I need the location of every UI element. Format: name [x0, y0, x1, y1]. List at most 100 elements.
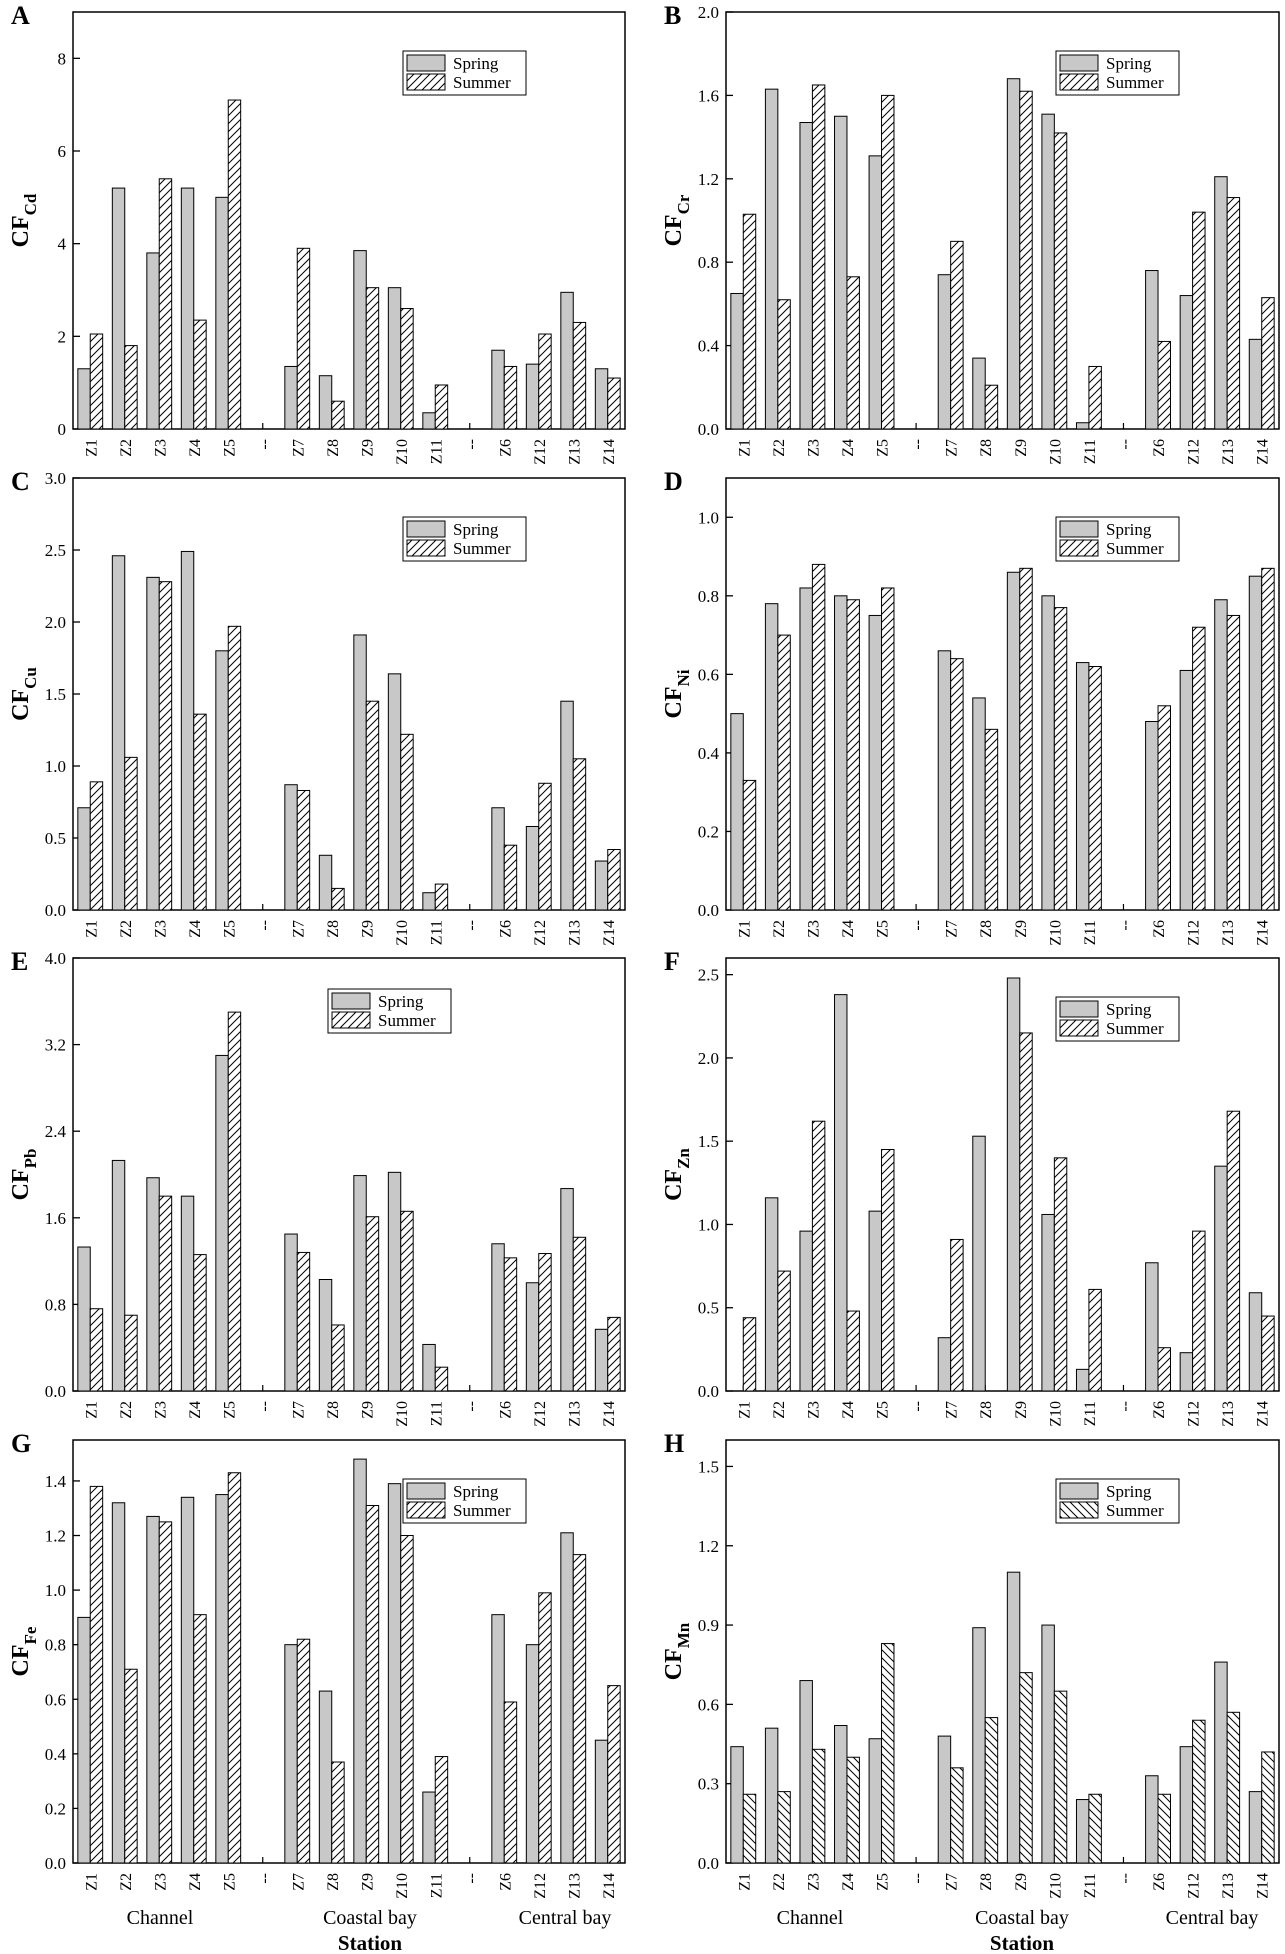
x-tick-label: Z12	[1186, 1873, 1203, 1899]
x-tick-label: Z12	[532, 1873, 549, 1899]
x-tick-label: Z14	[1255, 1401, 1272, 1427]
x-tick-label: Z11	[1082, 920, 1099, 945]
bar-spring	[1041, 113, 1055, 430]
bar-summer	[950, 240, 964, 430]
bar-spring	[764, 1727, 779, 1864]
x-tick-label: Z10	[394, 1401, 411, 1427]
x-tick-label: Z10	[394, 1873, 411, 1899]
legend-label: Summer	[1106, 73, 1164, 92]
bar-summer	[881, 94, 895, 430]
bar-summer	[984, 1717, 999, 1864]
x-tick-label: Z8	[978, 920, 995, 938]
y-axis-label: CFCd	[8, 193, 40, 247]
bar-summer	[811, 1748, 826, 1864]
x-tick-label: Z13	[566, 1401, 583, 1427]
x-tick-label: Z8	[325, 1873, 342, 1891]
x-tick-label: Z14	[1255, 1873, 1272, 1899]
y-tick-label: 0.3	[698, 1775, 719, 1794]
y-tick-label: 1.5	[45, 685, 66, 704]
bar-summer	[846, 276, 860, 430]
x-tick-label: Z5	[221, 1873, 238, 1891]
x-tick-label: Z4	[840, 1401, 857, 1419]
bar-spring	[594, 1739, 609, 1864]
x-tick-label: Z11	[428, 1401, 445, 1426]
bar-spring	[1075, 662, 1090, 911]
x-tick-label: Z6	[497, 1873, 514, 1891]
bar-spring	[1006, 1571, 1021, 1864]
bar-summer	[811, 84, 826, 430]
x-tick-label: Z12	[532, 1401, 549, 1427]
bar-summer	[811, 1120, 826, 1392]
y-axis-label-main: CF	[8, 1168, 34, 1200]
legend-label: Spring	[453, 54, 499, 73]
x-tick-label: Z9	[359, 439, 376, 457]
y-axis-label-subscript: Cu	[21, 667, 40, 689]
legend-swatch	[406, 54, 446, 72]
bar-spring	[1041, 1624, 1055, 1864]
y-axis-label-subscript: Cd	[21, 193, 40, 215]
bar-spring	[146, 1515, 160, 1864]
x-tick-label: Z5	[875, 1401, 892, 1419]
x-tick-label: Z11	[1082, 1401, 1099, 1426]
x-tick-label: Z9	[1013, 439, 1030, 457]
bar-summer	[89, 1308, 104, 1392]
bar-spring	[1006, 977, 1021, 1392]
bar-summer	[846, 1310, 860, 1392]
x-tick-label: Z4	[840, 439, 857, 457]
bar-spring	[1214, 1661, 1228, 1864]
bar-spring	[111, 555, 126, 911]
bar-summer	[1053, 1690, 1068, 1864]
x-tick-label: Z3	[805, 920, 822, 938]
y-tick-label: 0.0	[698, 1854, 719, 1873]
x-tick-label: Z4	[187, 439, 204, 457]
panel-d: D 0.0 0.2 0.4 0.6 0.8 1.0 CFNi Z1 Z2 Z3 Z4 Z5 -- Z7 Z8 Z…	[661, 467, 1280, 946]
x-tick-label: Z5	[875, 439, 892, 457]
bar-spring	[111, 187, 126, 430]
bar-summer	[572, 1554, 587, 1864]
bar-summer	[227, 1011, 242, 1392]
x-tick-label: Z1	[83, 1401, 100, 1419]
x-tick-label: Z6	[497, 439, 514, 457]
bar-spring	[387, 1483, 402, 1864]
bar-summer	[1226, 197, 1241, 430]
bar-spring	[560, 1188, 574, 1392]
bar-spring	[318, 854, 333, 911]
bar-spring	[730, 292, 744, 430]
x-tick-label: --	[463, 920, 480, 931]
bar-summer	[331, 887, 345, 911]
bar-summer	[881, 1149, 895, 1392]
bar-summer	[158, 581, 173, 911]
bar-summer	[124, 756, 138, 911]
y-tick-label: 0.8	[45, 1295, 66, 1314]
bar-spring	[422, 1343, 436, 1392]
bar-summer	[434, 1366, 449, 1392]
bar-summer	[1053, 132, 1068, 430]
bar-spring	[1075, 1799, 1090, 1864]
x-tick-label: Z10	[1047, 1873, 1064, 1899]
bar-spring	[387, 1171, 402, 1392]
x-axis-title-right: Station	[990, 1931, 1055, 1954]
x-tick-label: Z2	[771, 439, 788, 457]
legend-label: Spring	[1106, 1000, 1152, 1019]
bar-summer	[742, 1793, 757, 1864]
panel-h: H 0.0 0.3 0.6 0.9 1.2 1.5 CFMn Z1 Z2 Z3 Z4 Z5 -- Z7 Z8 Z…	[661, 1429, 1280, 1899]
x-tick-label: Z1	[736, 1873, 753, 1891]
legend-swatch	[331, 1011, 371, 1029]
bar-summer	[158, 1195, 173, 1392]
x-tick-label: Z1	[83, 1873, 100, 1891]
x-tick-label: Z5	[875, 1873, 892, 1891]
legend-label: Spring	[1106, 54, 1152, 73]
y-axis-label-main: CF	[661, 1169, 687, 1201]
bar-summer	[538, 782, 552, 911]
x-tick-label: --	[1116, 920, 1133, 931]
y-tick-label: 0.0	[45, 1854, 66, 1873]
bar-summer	[1192, 1719, 1206, 1864]
bar-summer	[1019, 567, 1033, 911]
bar-summer	[1192, 626, 1206, 911]
legend-swatch	[1059, 539, 1099, 557]
